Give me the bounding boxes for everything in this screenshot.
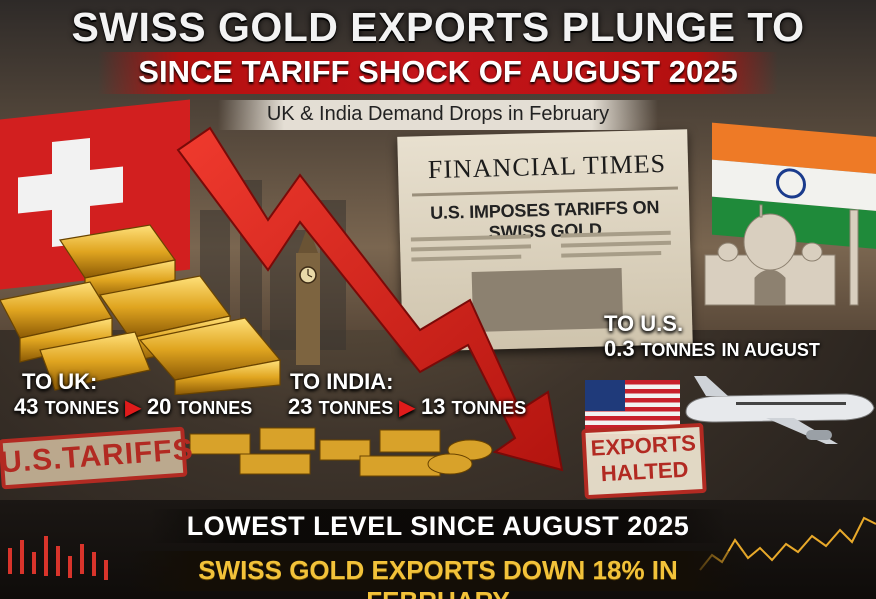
lowest-level-text: LOWEST LEVEL SINCE AUGUST 2025 xyxy=(186,511,690,541)
newspaper-columns xyxy=(410,230,671,332)
subheadline: SINCE TARIFF SHOCK OF AUGUST 2025 xyxy=(138,54,738,89)
india-unit: TONNES xyxy=(318,398,394,418)
right-triangle-icon: ▶ xyxy=(399,397,415,419)
india-to: 13 xyxy=(420,394,446,419)
big-ben-icon xyxy=(296,225,320,365)
right-triangle-icon: ▶ xyxy=(125,397,141,419)
us-values: 0.3 TONNES IN AUGUST xyxy=(604,336,820,362)
india-unit: TONNES xyxy=(451,398,527,418)
uk-unit: TONNES xyxy=(44,398,120,418)
tagline: UK & India Demand Drops in February xyxy=(266,103,610,125)
exports-halted-stamp-text: EXPORTS HALTED xyxy=(582,430,707,488)
tagline-band xyxy=(218,100,658,130)
gold-coins-icon xyxy=(189,427,493,477)
us-period: IN AUGUST xyxy=(721,340,820,360)
summary-text: SWISS GOLD EXPORTS DOWN 18% IN FEBRUARY xyxy=(198,555,678,599)
us-title: TO U.S. xyxy=(604,311,684,336)
lowest-band xyxy=(150,509,726,543)
gold-bars-icon xyxy=(0,224,282,395)
subheadline-band xyxy=(98,52,778,94)
uk-from: 43 xyxy=(14,394,39,419)
summary-band xyxy=(128,551,748,591)
uk-values: 43 TONNES ▶ 20 TONNES xyxy=(14,394,252,420)
india-from: 23 xyxy=(288,394,313,419)
price-ticker-icon xyxy=(8,516,876,580)
airplane-icon xyxy=(685,376,875,444)
us-unit: TONNES xyxy=(640,340,716,360)
us-value: 0.3 xyxy=(604,336,635,361)
uk-title: TO UK: xyxy=(22,369,98,394)
uk-unit: TONNES xyxy=(177,398,253,418)
uk-to: 20 xyxy=(146,394,172,419)
india-title: TO INDIA: xyxy=(290,369,394,394)
india-values: 23 TONNES ▶ 13 TONNES xyxy=(288,394,526,420)
